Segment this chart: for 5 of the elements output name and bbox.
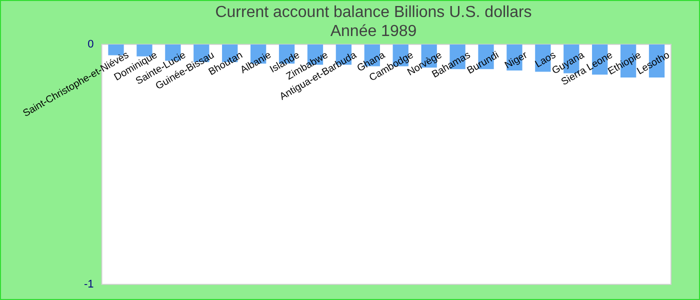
x-tick-label: Niger xyxy=(503,50,530,72)
chart-subtitle: Année 1989 xyxy=(330,23,417,40)
y-tick-label: 0 xyxy=(88,38,94,50)
y-tick-label: -1 xyxy=(84,278,94,290)
chart-title: Current account balance Billions U.S. dollars xyxy=(215,4,532,22)
